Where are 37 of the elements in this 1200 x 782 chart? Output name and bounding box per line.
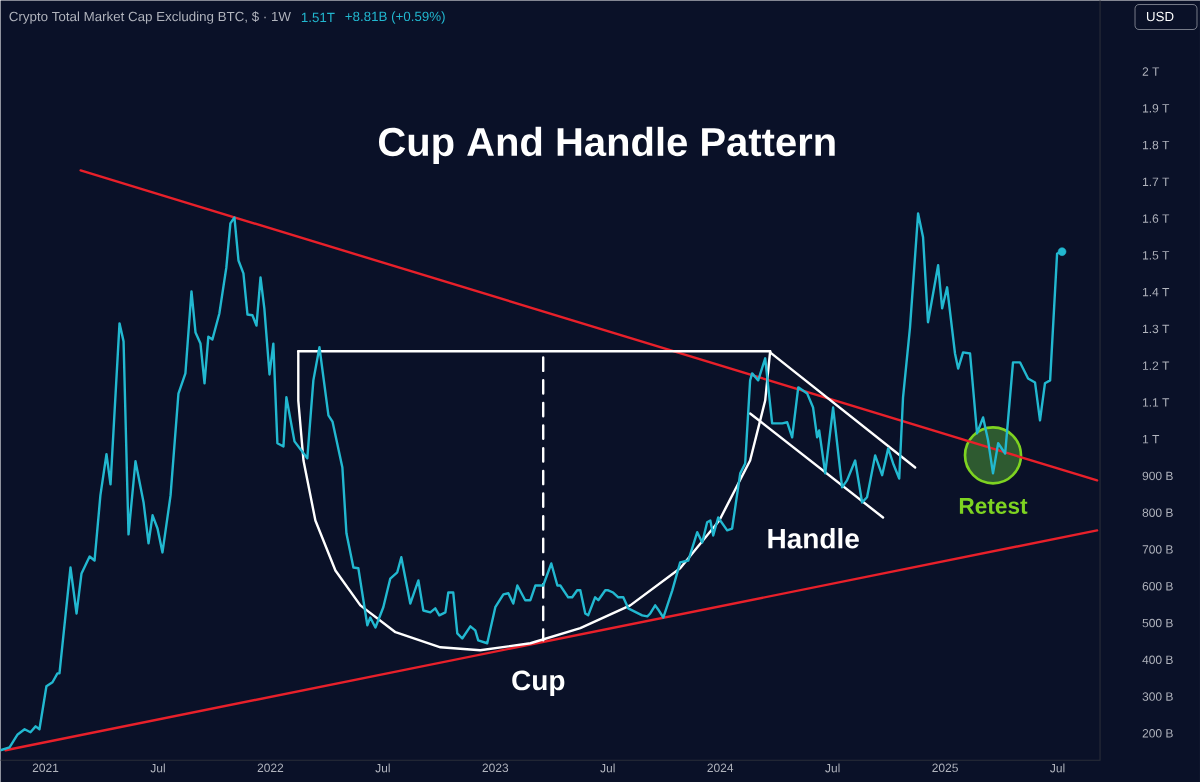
y-tick-label: 1.2 T: [1142, 361, 1170, 370]
x-tick-label: Jul: [375, 763, 390, 773]
y-tick-label: 1.6 T: [1142, 214, 1170, 223]
x-tick-label: Jul: [150, 763, 165, 773]
annotation: +8.81B (+0.59%): [345, 11, 445, 24]
annotation: Retest: [959, 498, 1028, 514]
y-tick-label: 1.1 T: [1142, 398, 1170, 407]
y-tick-label: 500 B: [1142, 618, 1173, 628]
annotation: Handle: [768, 527, 859, 549]
y-tick-label: 1.7 T: [1142, 177, 1170, 186]
y-tick-label: 700 B: [1142, 545, 1173, 554]
y-tick-label: 400 B: [1142, 655, 1173, 664]
x-tick-label: 2023: [482, 763, 509, 772]
y-tick-label: 1 T: [1142, 434, 1160, 444]
text: USD: [1146, 11, 1174, 22]
y-tick-label: 800 B: [1142, 508, 1173, 517]
annotation: Cup: [512, 670, 565, 696]
y-tick-label: 200 B: [1142, 729, 1173, 738]
y-tick-label: 1.4 T: [1142, 287, 1170, 297]
y-tick-label: 1.3 T: [1142, 324, 1170, 334]
x-tick-label: Jul: [600, 763, 615, 773]
x-tick-label: 2024: [707, 763, 734, 772]
text: Cup And Handle Pattern: [378, 126, 835, 165]
y-tick-label: 1.8 T: [1142, 140, 1170, 150]
x-tick-label: 2021: [32, 763, 59, 772]
x-tick-label: 2025: [932, 763, 958, 772]
y-tick-label: 1.9 T: [1142, 103, 1170, 113]
annotation: 1.51T: [301, 12, 335, 23]
y-tick-label: 600 B: [1142, 581, 1173, 591]
y-tick-label: 300 B: [1142, 692, 1173, 701]
y-tick-label: 2 T: [1142, 67, 1160, 76]
x-tick-label: 2022: [257, 763, 284, 772]
y-tick-label: 900 B: [1142, 471, 1173, 481]
text: Crypto Total Market Cap Excluding BTC, $ · 1W: [9, 11, 291, 24]
x-tick-label: Jul: [825, 763, 840, 773]
y-tick-label: 1.5 T: [1142, 251, 1170, 260]
x-tick-label: Jul: [1050, 763, 1065, 773]
